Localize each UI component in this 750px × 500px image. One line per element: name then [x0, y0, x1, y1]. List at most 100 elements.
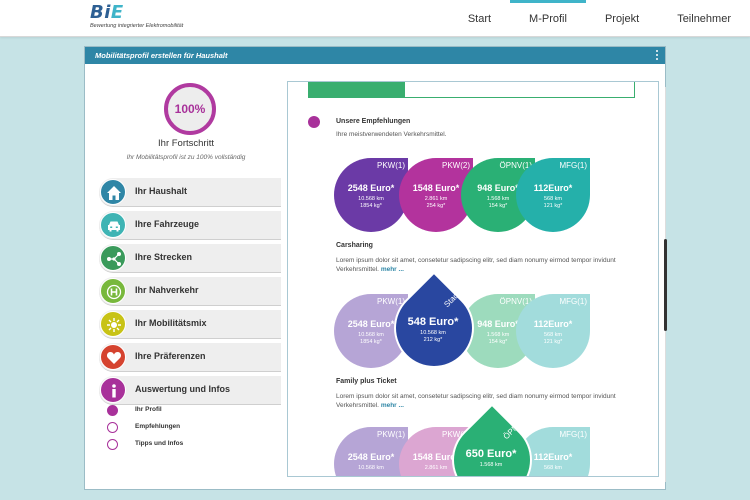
card-tag: PKW(2) — [442, 430, 470, 439]
card-price: 948 Euro* — [477, 183, 519, 193]
card-km: 568 km — [543, 465, 563, 471]
card-kg: 154 kg* — [488, 203, 508, 209]
sidebar-item-praeferenzen[interactable]: Ihre Präferenzen — [99, 343, 281, 372]
card-price: 948 Euro* — [477, 319, 519, 329]
radio-icon[interactable] — [107, 422, 118, 433]
card-tag: MFG(1) — [559, 161, 587, 170]
card-km: 568 km — [543, 196, 563, 202]
card-km: 10.568 km — [420, 330, 446, 336]
nav-m-profil[interactable]: M-Profil — [510, 0, 586, 36]
sidebar-item-label: Auswertung und Infos — [135, 384, 230, 394]
info-icon — [100, 377, 126, 403]
card-kg: 254 kg* — [426, 203, 446, 209]
card-tag: PKW(1) — [377, 430, 405, 439]
logo-text-bi: Bi — [90, 2, 111, 23]
car-icon — [100, 212, 126, 238]
card-tag: MFG(1) — [559, 297, 587, 306]
card-km: 2.861 km — [424, 196, 448, 202]
card-km: 1.568 km — [479, 462, 503, 468]
logo-text-e: E — [110, 2, 124, 23]
transport-card-oepnv-highlight[interactable]: ÖPNV(1) 650 Euro* 1.568 km — [438, 406, 546, 476]
sidebar-item-label: Ihre Fahrzeuge — [135, 219, 200, 229]
submenu-label: Empfehlungen — [135, 423, 181, 430]
sidebar-item-auswertung[interactable]: Auswertung und Infos — [99, 376, 281, 405]
sidebar-item-label: Ihre Strecken — [135, 252, 193, 262]
more-link[interactable]: mehr ... — [380, 401, 404, 409]
nav-teilnehmer[interactable]: Teilnehmer — [677, 13, 731, 25]
card-tag: ÖPNV(1) — [501, 411, 531, 442]
card-tag: Stadtmobil — [442, 275, 476, 310]
scrollbar-thumb[interactable] — [664, 239, 667, 331]
mix-icon — [100, 311, 126, 337]
profile-panel: Mobilitätsprofil erstellen für Haushalt … — [84, 46, 669, 490]
card-tag: MFG(1) — [559, 430, 587, 439]
more-link[interactable]: mehr ... — [380, 265, 404, 273]
card-km: 1.568 km — [486, 196, 510, 202]
card-km: 10.568 km — [358, 332, 384, 338]
card-kg: 121 kg* — [543, 339, 563, 345]
card-kg: 121 kg* — [543, 203, 563, 209]
sidebar-item-label: Ihre Präferenzen — [135, 351, 206, 361]
route-icon — [100, 245, 126, 271]
sidebar-item-strecken[interactable]: Ihre Strecken — [99, 244, 281, 273]
card-price: 650 Euro* — [465, 448, 517, 460]
logo-subtitle: Bewertung integrierter Elektromobilität — [90, 23, 184, 29]
sidebar-item-haushalt[interactable]: Ihr Haushalt — [99, 178, 281, 207]
sidebar-item-label: Ihr Mobilitätsmix — [135, 318, 207, 328]
bus-icon — [100, 278, 126, 304]
section-title-family-ticket: Family plus Ticket — [336, 378, 397, 385]
nav-projekt[interactable]: Projekt — [604, 13, 640, 25]
transport-card-pkw1[interactable]: PKW(1) 2548 Euro* 10.568 km 1854 kg* — [334, 158, 408, 232]
recommendations-content: Unsere Empfehlungen Ihre meistverwendete… — [287, 81, 659, 477]
more-options-icon[interactable] — [656, 50, 659, 62]
sidebar-menu: Ihr Haushalt Ihre Fahrzeuge Ihre Strecke… — [99, 178, 281, 409]
card-kg: 212 kg* — [423, 337, 443, 343]
panel-title: Mobilitätsprofil erstellen für Haushalt — [95, 51, 228, 60]
house-icon — [100, 179, 126, 205]
nav-start[interactable]: Start — [467, 13, 492, 25]
progress-subtitle: Ihr Mobilitätsprofil ist zu 100% vollstä… — [126, 154, 246, 161]
card-tag: ÖPNV(1) — [499, 161, 532, 170]
logo[interactable]: BiE Bewertung integrierter Elektromobili… — [90, 2, 184, 30]
content-scrollbar[interactable] — [663, 87, 669, 482]
top-strip — [308, 82, 635, 98]
panel-header: Mobilitätsprofil erstellen für Haushalt — [85, 47, 665, 64]
transport-card-pkw1[interactable]: PKW(1) 2548 Euro* 10.568 km — [334, 427, 408, 476]
card-km: 10.568 km — [358, 196, 384, 202]
card-kg: 154 kg* — [488, 339, 508, 345]
sidebar-item-nahverkehr[interactable]: Ihr Nahverkehr — [99, 277, 281, 306]
top-navigation-bar: BiE Bewertung integrierter Elektromobili… — [0, 0, 750, 37]
card-price: 548 Euro* — [407, 316, 459, 328]
sidebar-item-label: Ihr Nahverkehr — [135, 285, 199, 295]
sidebar-item-fahrzeuge[interactable]: Ihre Fahrzeuge — [99, 211, 281, 240]
card-kg: 1854 kg* — [360, 203, 382, 209]
card-price: 112Euro* — [533, 452, 573, 462]
sidebar-item-mobilitaetsmix[interactable]: Ihr Mobilitätsmix — [99, 310, 281, 339]
heart-icon — [100, 344, 126, 370]
card-price: 2548 Euro* — [347, 452, 395, 462]
card-price: 112Euro* — [533, 319, 573, 329]
section-text-carsharing: Lorem ipsum dolor sit amet, consetetur s… — [336, 257, 616, 273]
card-price: 1548 Euro* — [412, 452, 460, 462]
card-price: 112Euro* — [533, 183, 573, 193]
card-price: 2548 Euro* — [347, 319, 395, 329]
card-km: 1.568 km — [486, 332, 510, 338]
submenu-label: Tipps und Infos — [135, 440, 184, 447]
section-title-empfehlungen: Unsere Empfehlungen — [336, 118, 411, 125]
transport-card-stadtmobil-highlight[interactable]: Stadtmobil 548 Euro* 10.568 km 212 kg* — [380, 274, 488, 382]
card-price: 1548 Euro* — [412, 183, 460, 193]
transport-card-mfg1[interactable]: MFG(1) 112Euro* 568 km 121 kg* — [516, 294, 590, 368]
submenu-label: Ihr Profil — [135, 406, 162, 413]
sidebar-item-label: Ihr Haushalt — [135, 186, 188, 196]
section-marker-icon — [308, 116, 320, 128]
section-text-family-ticket: Lorem ipsum dolor sit amet, consetetur s… — [336, 393, 616, 409]
section-title-carsharing: Carsharing — [336, 242, 373, 249]
card-tag: PKW(1) — [377, 297, 405, 306]
card-tag: PKW(1) — [377, 161, 405, 170]
transport-card-pkw2[interactable]: PKW(2) 1548 Euro* 2.861 km 254 kg* — [399, 158, 473, 232]
card-tag: PKW(2) — [442, 161, 470, 170]
radio-selected-icon[interactable] — [107, 405, 118, 416]
progress-indicator: 100% — [164, 83, 216, 135]
radio-icon[interactable] — [107, 439, 118, 450]
transport-card-mfg1[interactable]: MFG(1) 112Euro* 568 km 121 kg* — [516, 158, 590, 232]
